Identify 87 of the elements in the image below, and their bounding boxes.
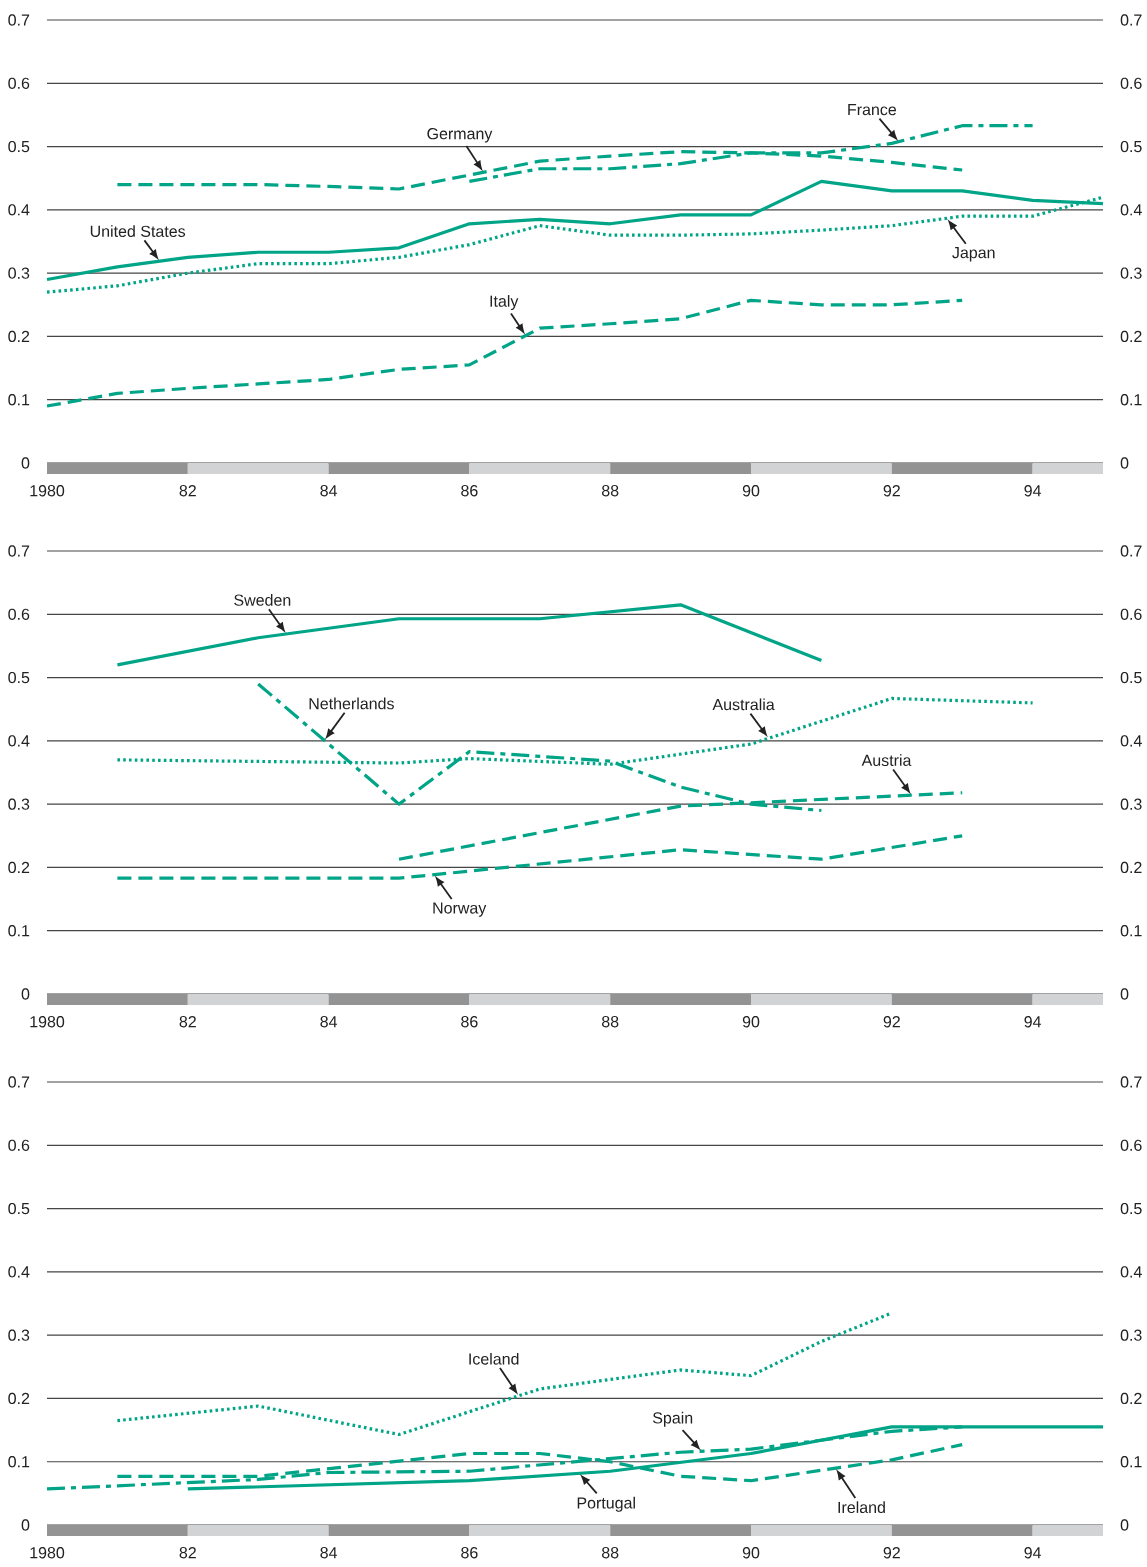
x-tick-label: 84: [320, 1016, 338, 1028]
x-tick-label: 94: [1024, 1547, 1042, 1559]
line-series: [115, 834, 964, 880]
y2-tick-label: 0.5: [1120, 140, 1142, 153]
x-tick-label: 86: [461, 1547, 478, 1559]
x-tick-label: 82: [179, 1016, 196, 1028]
y2-tick-label: 0.2: [1120, 330, 1142, 343]
x-tick-label: 94: [1024, 485, 1042, 497]
y2-tick-label: 0: [1120, 1519, 1129, 1531]
y-tick-label: 0.6: [8, 1139, 30, 1151]
x-tick-label: 92: [883, 485, 900, 497]
x-tick-label: 1980: [30, 1547, 65, 1559]
y-tick-label: 0.4: [8, 735, 30, 747]
series-label: Norway: [433, 902, 487, 917]
y2-tick-label: 0.3: [1120, 1329, 1142, 1341]
y2-tick-label: 0.1: [1120, 925, 1142, 937]
series-label: United States: [90, 225, 186, 237]
x-tick-label: 90: [742, 1547, 760, 1559]
y2-tick-label: 0.3: [1120, 267, 1142, 279]
y-tick-label: 0.3: [8, 267, 30, 279]
y2-tick-label: 0.4: [1120, 1266, 1142, 1278]
y-tick-label: 0.1: [8, 925, 30, 937]
y2-tick-label: 0.1: [1120, 1456, 1142, 1468]
x-tick-label: 86: [461, 485, 478, 497]
series-label: Australia: [712, 698, 775, 711]
y-tick-label: 0.2: [8, 330, 30, 343]
series-label: France: [848, 104, 897, 116]
x-tick-label: 84: [320, 1547, 338, 1559]
series-label: Netherlands: [309, 697, 394, 710]
x-tick-label: 90: [742, 485, 760, 497]
y2-tick-label: 0.4: [1120, 735, 1142, 747]
y-tick-label: 0.5: [8, 671, 30, 684]
y2-tick-label: 0.7: [1120, 14, 1142, 26]
y-tick-label: 0.3: [8, 1329, 30, 1341]
y2-tick-label: 0.1: [1120, 394, 1142, 406]
series-label: Austria: [861, 754, 912, 767]
y-tick-label: 0.7: [8, 14, 30, 26]
y-tick-label: 0: [21, 1519, 30, 1531]
x-tick-label: 1980: [30, 485, 65, 497]
x-tick-label: 1980: [30, 1016, 65, 1028]
y-tick-label: 0: [21, 988, 30, 1000]
y-tick-label: 0.6: [8, 77, 30, 89]
y2-tick-label: 0: [1120, 988, 1129, 1000]
y-tick-label: 0.1: [8, 394, 30, 406]
y-tick-label: 0.4: [8, 1266, 30, 1278]
y2-tick-label: 0.4: [1120, 204, 1142, 216]
y2-tick-label: 0.7: [1120, 545, 1142, 557]
x-tick-label: 88: [601, 1547, 619, 1559]
y2-tick-label: 0.6: [1120, 608, 1142, 620]
y-tick-label: 0.7: [8, 545, 30, 557]
y-tick-label: 0.4: [8, 204, 30, 216]
series-label: Portugal: [577, 1496, 635, 1512]
x-tick-label: 84: [320, 485, 338, 497]
y-tick-label: 0.5: [8, 140, 30, 153]
x-tick-label: 88: [601, 1016, 619, 1028]
x-tick-label: 90: [742, 1016, 760, 1028]
x-tick-label: 92: [883, 1547, 900, 1559]
series-label: Sweden: [234, 594, 291, 606]
y-tick-label: 0.2: [8, 1392, 30, 1405]
y2-tick-label: 0.6: [1120, 1139, 1142, 1151]
x-tick-label: 82: [179, 1547, 196, 1559]
x-tick-label: 94: [1024, 1016, 1042, 1028]
series-label: Italy: [490, 295, 519, 311]
y-tick-label: 0.7: [8, 1076, 30, 1088]
x-tick-label: 88: [601, 485, 619, 497]
x-tick-label: 92: [883, 1016, 900, 1028]
y-tick-label: 0.5: [8, 1202, 30, 1215]
x-tick-label: 86: [461, 1016, 478, 1028]
y2-tick-label: 0.6: [1120, 77, 1142, 89]
series-label: Japan: [952, 247, 995, 262]
y-tick-label: 0.3: [8, 798, 30, 810]
y2-tick-label: 0.5: [1120, 671, 1142, 684]
y-tick-label: 0.2: [8, 861, 30, 874]
y2-tick-label: 0.7: [1120, 1076, 1142, 1088]
series-label: Spain: [652, 1411, 693, 1427]
text: Ireland: [838, 1501, 885, 1514]
y-tick-label: 0.6: [8, 608, 30, 620]
series-label: Iceland: [469, 1352, 519, 1365]
y2-tick-label: 0: [1120, 457, 1129, 469]
y-tick-label: 0: [21, 457, 30, 469]
y2-tick-label: 0.5: [1120, 1202, 1142, 1215]
y2-tick-label: 0.3: [1120, 798, 1142, 810]
y2-tick-label: 0.2: [1120, 861, 1142, 874]
y2-tick-label: 0.2: [1120, 1392, 1142, 1405]
x-tick-label: 82: [179, 485, 196, 497]
series-label: Germany: [427, 128, 493, 143]
y-tick-label: 0.1: [8, 1456, 30, 1468]
